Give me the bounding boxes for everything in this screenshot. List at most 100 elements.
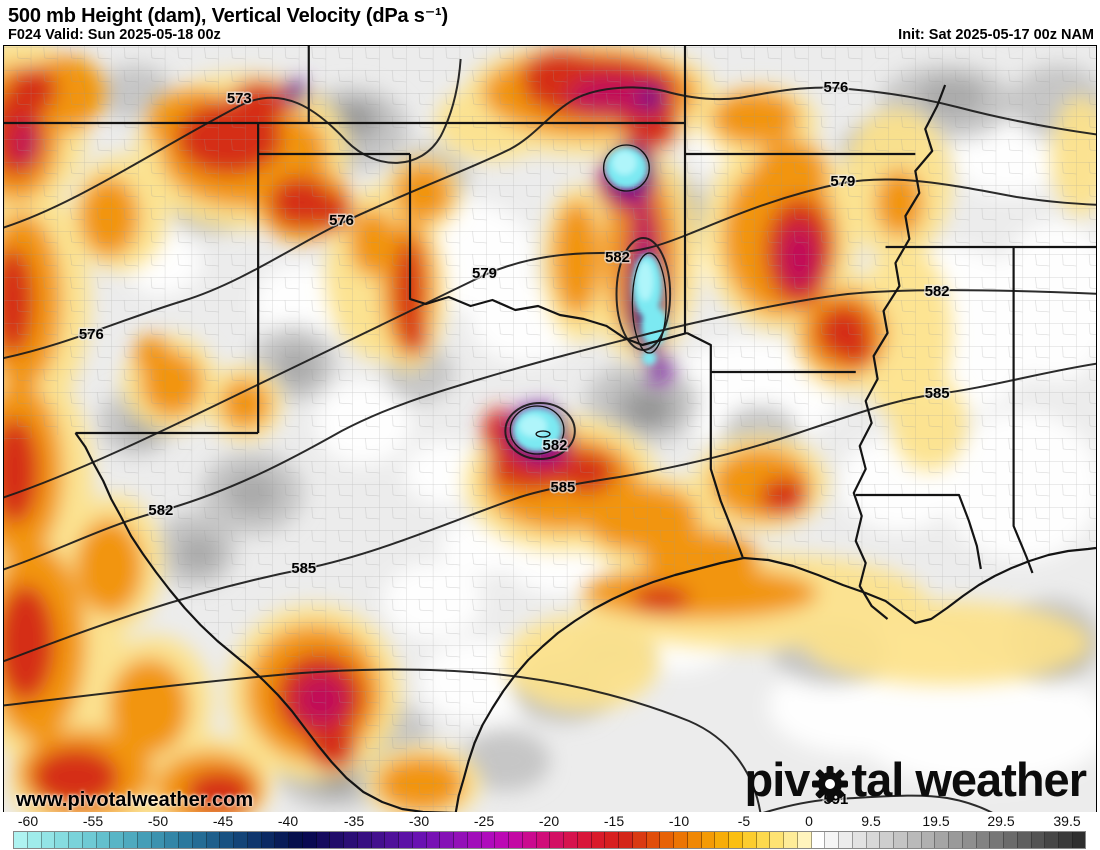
colorbar-cell	[674, 832, 688, 848]
contour-label: 585	[291, 560, 316, 577]
colorbar-swatches	[13, 831, 1086, 849]
vv-height-map-svg: 5735765765765795795825825825825855855855…	[4, 46, 1096, 812]
pivotal-weather-logo: piv	[744, 752, 1087, 806]
colorbar-tick-label: -45	[212, 813, 234, 829]
map-canvas: 573 576 576 576 579 579 582 582 582 582 585 585 585 5…	[3, 45, 1097, 813]
colorbar-cell	[1059, 832, 1073, 848]
contour-label: 573	[227, 90, 252, 107]
colorbar-cell	[179, 832, 193, 848]
colorbar-cell	[344, 832, 358, 848]
colorbar: -60 -55 -50 -45 -40 -35 -30 -25 -20 -15 -10 -5 0 9.5 1…	[0, 812, 1100, 850]
colorbar-cell	[55, 832, 69, 848]
colorbar-cell	[399, 832, 413, 848]
colorbar-cell	[1017, 832, 1032, 848]
contour-label: 582	[925, 283, 950, 300]
colorbar-cell	[385, 832, 399, 848]
colorbar-cell	[316, 832, 331, 848]
colorbar-cell	[192, 832, 207, 848]
colorbar-cell	[811, 832, 826, 848]
colorbar-cell	[550, 832, 564, 848]
colorbar-tick-label: 9.5	[861, 813, 881, 829]
colorbar-cell	[151, 832, 166, 848]
colorbar-cell	[756, 832, 771, 848]
colorbar-tick-label: -40	[277, 813, 299, 829]
contour-label: 579	[472, 265, 497, 282]
colorbar-cell	[729, 832, 743, 848]
colorbar-tick-label: -25	[473, 813, 495, 829]
colorbar-cell	[976, 832, 991, 848]
colorbar-cell	[426, 832, 441, 848]
colorbar-cell	[247, 832, 262, 848]
colorbar-cell	[206, 832, 221, 848]
colorbar-tick-label: -20	[538, 813, 560, 829]
colorbar-tick-label: -30	[408, 813, 430, 829]
colorbar-tick-label: -55	[82, 813, 104, 829]
state-borders	[4, 46, 1096, 812]
contour-label: 576	[79, 326, 104, 343]
colorbar-cell	[564, 832, 578, 848]
colorbar-cell	[261, 832, 276, 848]
model-init-time: Init: Sat 2025-05-17 00z NAM	[898, 27, 1094, 43]
colorbar-cell	[440, 832, 454, 848]
colorbar-cell	[839, 832, 853, 848]
colorbar-cell	[137, 832, 152, 848]
colorbar-cell	[302, 832, 317, 848]
contour-label: 585	[925, 385, 950, 402]
contour-label: 582	[605, 249, 630, 266]
colorbar-cell	[495, 832, 509, 848]
colorbar-tick-label: -15	[603, 813, 625, 829]
colorbar-cell	[866, 832, 881, 848]
colorbar-tick-label: -60	[17, 813, 39, 829]
colorbar-cell	[1031, 832, 1046, 848]
contour-label: 582	[148, 502, 173, 519]
colorbar-cell	[522, 832, 537, 848]
colorbar-cell	[894, 832, 908, 848]
colorbar-cell	[82, 832, 97, 848]
colorbar-cell	[275, 832, 289, 848]
colorbar-cell	[797, 832, 812, 848]
colorbar-cell	[165, 832, 179, 848]
colorbar-cell	[1045, 832, 1059, 848]
colorbar-cell	[632, 832, 647, 848]
colorbar-cell	[412, 832, 427, 848]
colorbar-cell	[577, 832, 592, 848]
header: 500 mb Height (dam), Vertical Velocity (…	[0, 0, 1100, 45]
colorbar-cell	[990, 832, 1004, 848]
colorbar-cell	[41, 832, 56, 848]
colorbar-cell	[357, 832, 372, 848]
colorbar-tick-label: 29.5	[987, 813, 1015, 829]
colorbar-cell	[825, 832, 839, 848]
colorbar-cell	[467, 832, 482, 848]
colorbar-cell	[1004, 832, 1018, 848]
height-contours	[4, 58, 1096, 812]
colorbar-cell	[935, 832, 949, 848]
colorbar-cell	[14, 832, 28, 848]
colorbar-tick-label: 19.5	[922, 813, 950, 829]
contour-label: 579	[830, 173, 855, 190]
contour-labels-layer: 5735765765765795795825825825825855855855…	[77, 77, 951, 809]
colorbar-cell	[660, 832, 674, 848]
colorbar-cell	[715, 832, 729, 848]
colorbar-tick-label: -35	[343, 813, 365, 829]
colorbar-cell	[880, 832, 894, 848]
colorbar-cell	[591, 832, 606, 848]
colorbar-cell	[481, 832, 496, 848]
watermark-url: www.pivotalweather.com	[16, 789, 254, 811]
colorbar-cell	[619, 832, 633, 848]
colorbar-cell	[852, 832, 867, 848]
extreme-updraft-cyan-blobs	[509, 144, 668, 455]
colorbar-cell	[646, 832, 661, 848]
colorbar-cell	[536, 832, 551, 848]
colorbar-cell	[220, 832, 234, 848]
logo-text-piv: piv	[744, 752, 811, 806]
gear-icon	[810, 764, 850, 804]
colorbar-cell	[234, 832, 248, 848]
logo-text-tal-weather: tal weather	[851, 752, 1087, 806]
colorbar-tick-label: -10	[668, 813, 690, 829]
contour-label: 576	[329, 212, 354, 229]
colorbar-cell	[110, 832, 124, 848]
colorbar-cell	[742, 832, 757, 848]
colorbar-cell	[289, 832, 303, 848]
forecast-valid-time: F024 Valid: Sun 2025-05-18 00z	[8, 27, 221, 43]
